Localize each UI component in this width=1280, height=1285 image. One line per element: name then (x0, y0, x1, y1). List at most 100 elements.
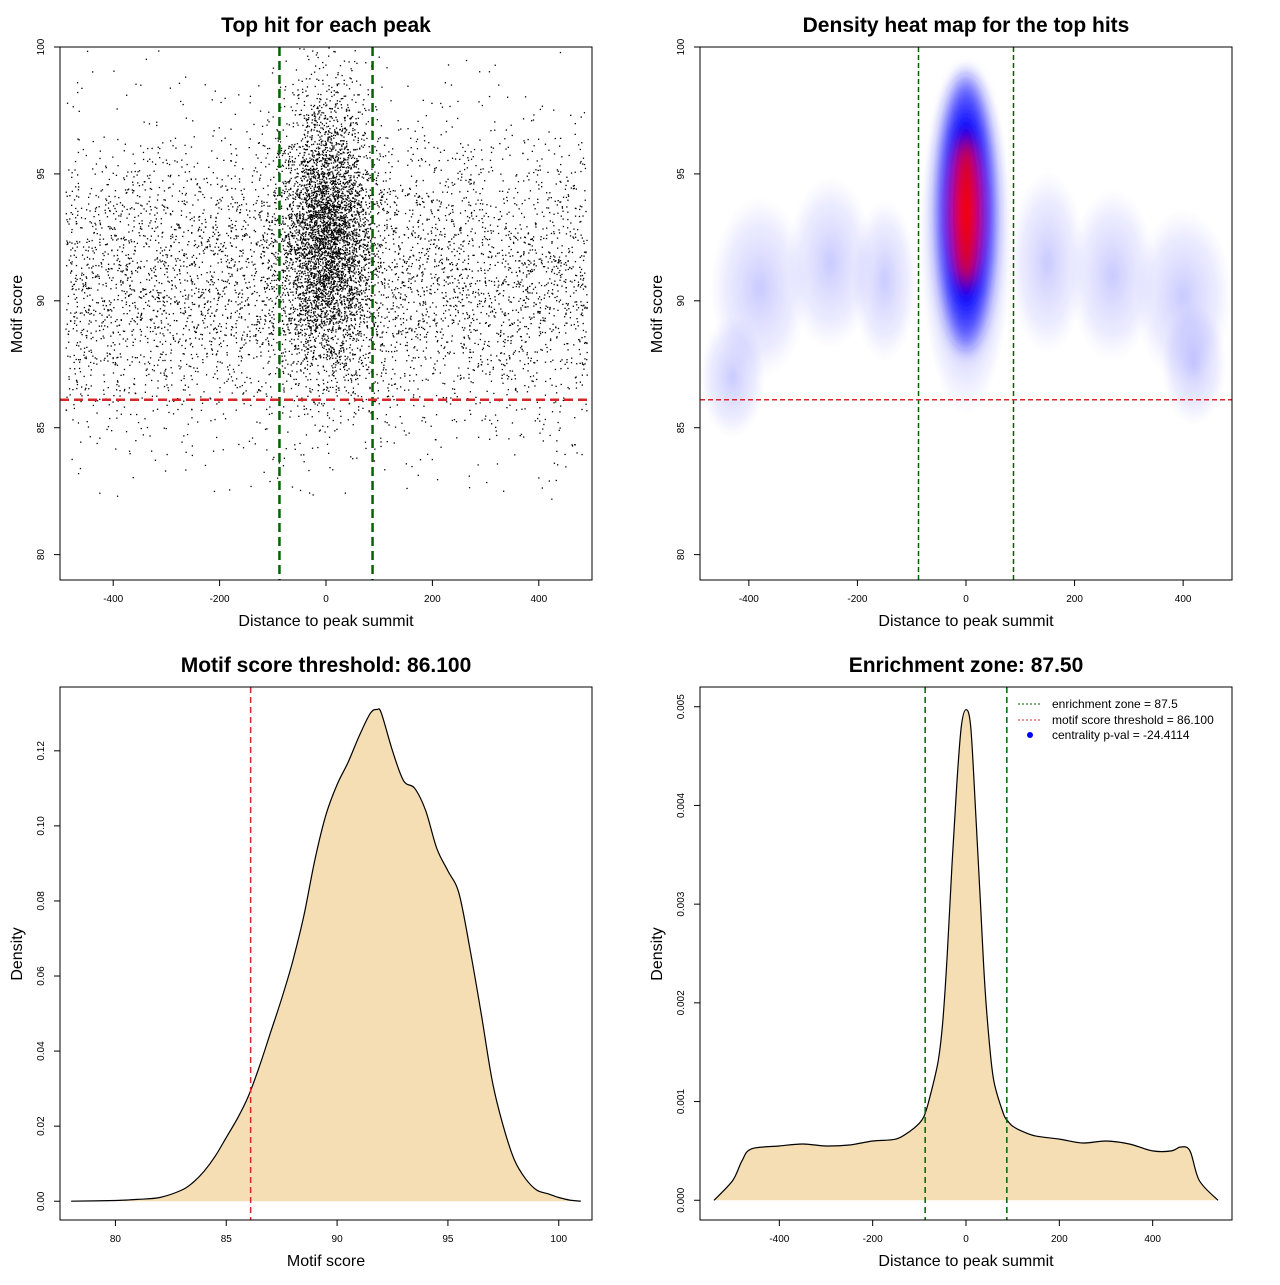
scatter-point (368, 262, 371, 264)
scatter-point (580, 220, 582, 223)
scatter-point (412, 153, 414, 155)
scatter-point (365, 194, 367, 197)
scatter-point (230, 227, 232, 229)
scatter-point (201, 344, 203, 346)
scatter-point (582, 279, 584, 281)
scatter-point (324, 250, 327, 252)
scatter-point (88, 246, 90, 248)
scatter-point (271, 317, 273, 319)
scatter-point (193, 262, 195, 264)
scatter-point (441, 292, 443, 294)
scatter-point (216, 378, 219, 380)
scatter-point (435, 273, 437, 276)
scatter-point (225, 247, 227, 249)
scatter-point (413, 301, 415, 303)
scatter-point (258, 85, 260, 87)
scatter-point (560, 405, 562, 407)
scatter-point (380, 441, 382, 443)
scatter-point (154, 285, 156, 287)
scatter-point (343, 336, 346, 339)
scatter-point (586, 374, 588, 376)
scatter-point (259, 346, 261, 348)
scatter-point (243, 274, 246, 277)
scatter-point (468, 179, 471, 181)
scatter-point (321, 211, 324, 213)
scatter-point (146, 426, 149, 429)
scatter-point (335, 364, 337, 366)
scatter-point (433, 312, 435, 314)
scatter-point (327, 426, 329, 428)
scatter-point (129, 284, 131, 286)
scatter-point (193, 326, 195, 328)
scatter-point (582, 305, 584, 307)
scatter-point (550, 232, 553, 235)
scatter-point (539, 165, 541, 167)
scatter-point (448, 353, 450, 355)
scatter-point (230, 312, 232, 314)
scatter-point (405, 434, 407, 436)
scatter-point (172, 210, 174, 212)
scatter-point (576, 452, 578, 454)
scatter-point (184, 289, 186, 291)
scatter-point (112, 205, 115, 207)
scatter-point (145, 242, 147, 244)
scatter-point (505, 359, 508, 361)
scatter-point (150, 220, 152, 222)
scatter-point (184, 294, 187, 296)
scatter-point (179, 270, 181, 272)
scatter-point (67, 221, 69, 223)
scatter-point (166, 256, 168, 258)
scatter-point (209, 301, 212, 303)
scatter-point (108, 277, 111, 279)
scatter-point (167, 389, 170, 392)
scatter-point (159, 259, 161, 261)
scatter-point (222, 280, 225, 282)
scatter-point (83, 258, 86, 260)
scatter-point (377, 276, 379, 278)
scatter-point (439, 259, 442, 261)
scatter-point (294, 223, 296, 225)
scatter-point (394, 273, 397, 276)
scatter-point (237, 296, 239, 298)
scatter-point (200, 241, 202, 243)
scatter-point (342, 273, 345, 275)
scatter-point (170, 298, 172, 300)
scatter-point (206, 356, 208, 358)
scatter-point (457, 100, 459, 103)
scatter-point (486, 313, 488, 315)
scatter-point (126, 279, 129, 281)
scatter-point (539, 420, 541, 422)
scatter-point (195, 178, 197, 180)
scatter-point (570, 187, 572, 189)
scatter-point (198, 186, 201, 188)
scatter-point (291, 486, 294, 488)
scatter-point (425, 378, 427, 380)
scatter-point (561, 285, 563, 287)
scatter-point (560, 137, 562, 139)
scatter-point (345, 264, 348, 267)
scatter-point (257, 157, 259, 159)
scatter-point (503, 364, 505, 366)
scatter-title: Top hit for each peak (221, 14, 431, 37)
scatter-point (241, 204, 243, 206)
scatter-point (218, 127, 220, 129)
scatter-point (508, 269, 510, 271)
scatter-point (106, 184, 108, 186)
scatter-point (124, 273, 126, 276)
scatter-point (323, 323, 326, 325)
scatter-point (342, 253, 345, 255)
scatter-point (343, 222, 345, 225)
scatter-point (383, 193, 385, 196)
scatter-point (354, 317, 356, 320)
scatter-point (417, 320, 420, 322)
scatter-point (522, 290, 524, 293)
scatter-point (257, 319, 259, 321)
scatter-point (104, 212, 107, 214)
scatter-point (265, 287, 268, 289)
scatter-point (370, 241, 372, 243)
scatter-point (167, 175, 170, 177)
scatter-point (537, 198, 539, 200)
scatter-point (169, 332, 171, 334)
scatter-point (261, 133, 263, 135)
scatter-point (456, 152, 458, 154)
